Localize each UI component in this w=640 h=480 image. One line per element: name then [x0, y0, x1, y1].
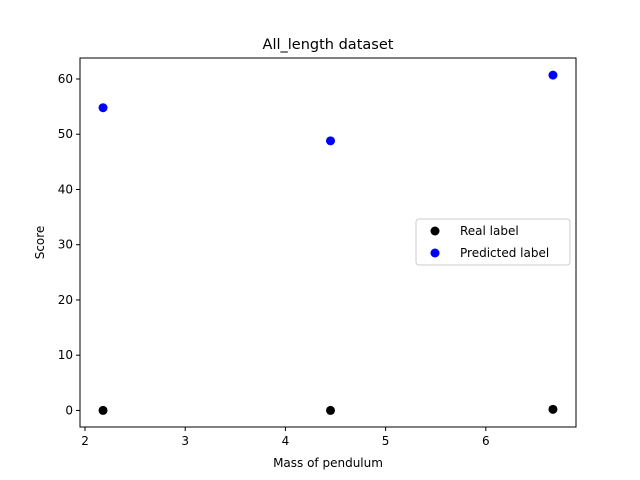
real-label-point	[548, 404, 558, 414]
legend: Real label Predicted label	[415, 218, 571, 266]
y-tick-label: 0	[65, 403, 73, 417]
y-axis-label: Score	[33, 226, 47, 260]
predicted-label-point	[326, 136, 336, 146]
y-tick-label: 30	[58, 238, 73, 252]
y-tick-label: 60	[58, 72, 73, 86]
x-tick-label: 5	[382, 434, 390, 448]
legend-marker-predicted-label	[430, 248, 440, 258]
legend-box	[415, 218, 571, 266]
y-tick-label: 50	[58, 127, 73, 141]
predicted-label-point	[98, 103, 108, 113]
x-tick-label: 6	[482, 434, 490, 448]
x-tick-label: 2	[81, 434, 89, 448]
y-tick-label: 40	[58, 182, 73, 196]
predicted-label-point	[548, 70, 558, 80]
data-points	[98, 70, 558, 415]
y-tick-label: 20	[58, 293, 73, 307]
y-tick-label: 10	[58, 348, 73, 362]
real-label-point	[326, 405, 336, 415]
x-axis-label: Mass of pendulum	[273, 456, 383, 470]
plot-frame	[79, 57, 577, 428]
x-tick-label: 4	[282, 434, 290, 448]
real-label-point	[98, 405, 108, 415]
legend-marker-real-label	[430, 226, 440, 236]
x-tick-label: 3	[181, 434, 189, 448]
chart-title: All_length dataset	[263, 37, 394, 53]
legend-label-predicted-label: Predicted label	[460, 246, 549, 260]
legend-label-real-label: Real label	[460, 224, 519, 238]
